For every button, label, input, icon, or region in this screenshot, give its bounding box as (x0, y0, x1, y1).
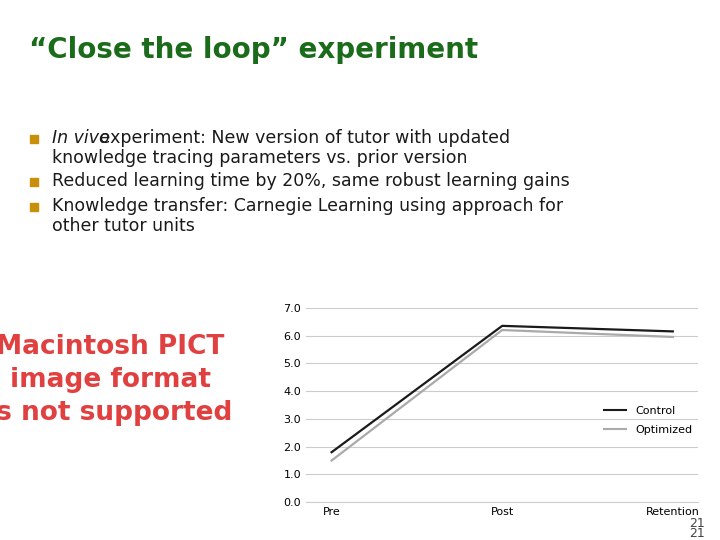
Text: In vivo: In vivo (52, 129, 109, 147)
Text: Macintosh PICT
image format
is not supported: Macintosh PICT image format is not suppo… (0, 334, 233, 426)
Text: other tutor units: other tutor units (52, 217, 195, 235)
Text: experiment: New version of tutor with updated: experiment: New version of tutor with up… (94, 129, 510, 147)
Text: Knowledge transfer: Carnegie Learning using approach for: Knowledge transfer: Carnegie Learning us… (52, 197, 563, 215)
Bar (30, 178, 38, 186)
Bar (30, 203, 38, 211)
Legend: Control, Optimized: Control, Optimized (600, 402, 697, 440)
Bar (30, 135, 38, 143)
Text: knowledge tracing parameters vs. prior version: knowledge tracing parameters vs. prior v… (52, 149, 467, 167)
Text: 21: 21 (689, 517, 705, 530)
Text: 21: 21 (689, 527, 705, 540)
Text: “Close the loop” experiment: “Close the loop” experiment (29, 36, 478, 64)
Text: Reduced learning time by 20%, same robust learning gains: Reduced learning time by 20%, same robus… (52, 172, 570, 190)
